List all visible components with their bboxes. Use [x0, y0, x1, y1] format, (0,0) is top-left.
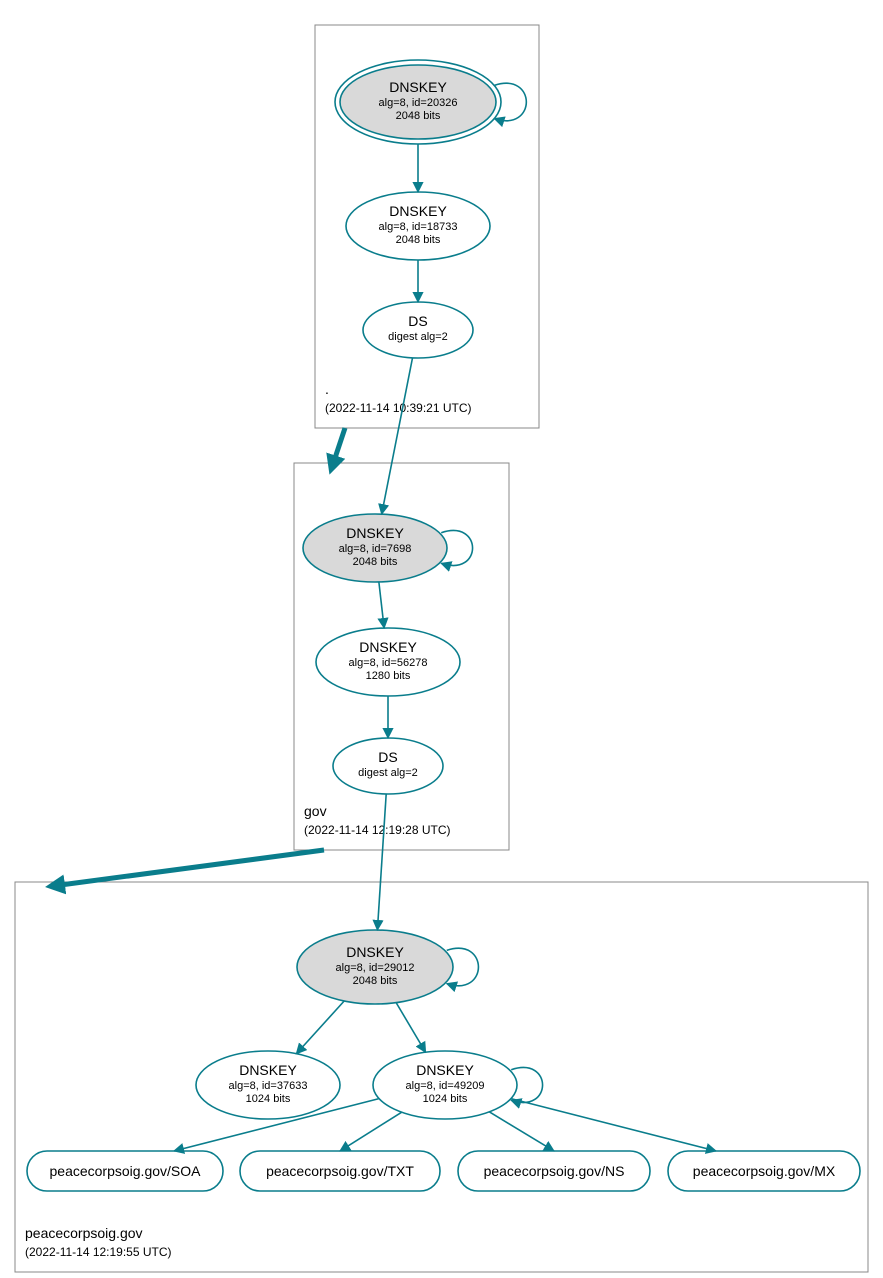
node-detail: alg=8, id=18733: [379, 221, 458, 233]
node-detail: 2048 bits: [396, 110, 441, 122]
n_gov_ksk: DNSKEY alg=8, id=76982048 bits: [303, 514, 447, 582]
edge: [296, 1001, 344, 1054]
edge: [396, 1003, 425, 1053]
zone-timestamp: (2022-11-14 12:19:28 UTC): [304, 823, 451, 837]
node-title: DS: [378, 749, 397, 765]
node-detail: 1024 bits: [246, 1093, 291, 1105]
n_txt: peacecorpsoig.gov/TXT: [240, 1151, 440, 1191]
zone-arrow: [53, 850, 324, 886]
n_root_zsk: DNSKEY alg=8, id=187332048 bits: [346, 192, 490, 260]
node-detail: alg=8, id=37633: [229, 1080, 308, 1092]
node-detail: alg=8, id=29012: [336, 962, 415, 974]
node-title: peacecorpsoig.gov/MX: [693, 1163, 836, 1179]
node-title: DNSKEY: [389, 79, 447, 95]
node-title: DNSKEY: [389, 203, 447, 219]
node-title: peacecorpsoig.gov/NS: [484, 1163, 625, 1179]
node-detail: digest alg=2: [358, 767, 418, 779]
node-detail: alg=8, id=56278: [349, 657, 428, 669]
node-title: DNSKEY: [346, 525, 404, 541]
node-detail: 2048 bits: [396, 234, 441, 246]
self-loop: [494, 83, 526, 120]
edge: [382, 358, 413, 514]
n_root_ksk: DNSKEY alg=8, id=203262048 bits: [335, 60, 501, 144]
zone-arrow: [332, 428, 345, 467]
edge: [377, 794, 386, 930]
n_z_ksk: DNSKEY alg=8, id=290122048 bits: [297, 930, 453, 1004]
node-title: DNSKEY: [359, 639, 417, 655]
n_z_zsk1: DNSKEY alg=8, id=376331024 bits: [196, 1051, 340, 1119]
node-detail: digest alg=2: [388, 331, 448, 343]
zone-timestamp: (2022-11-14 10:39:21 UTC): [325, 401, 472, 415]
node-title: DNSKEY: [346, 944, 404, 960]
node-detail: 2048 bits: [353, 975, 398, 987]
node-detail: 2048 bits: [353, 556, 398, 568]
node-detail: 1280 bits: [366, 670, 411, 682]
n_root_ds: DS digest alg=2: [363, 302, 473, 358]
node-detail: alg=8, id=49209: [406, 1080, 485, 1092]
n_mx: peacecorpsoig.gov/MX: [668, 1151, 860, 1191]
dnssec-diagram: . (2022-11-14 10:39:21 UTC) gov (2022-11-14…: [0, 0, 883, 1278]
node-title: DNSKEY: [416, 1062, 474, 1078]
n_gov_ds: DS digest alg=2: [333, 738, 443, 794]
node-title: peacecorpsoig.gov/TXT: [266, 1163, 414, 1179]
n_soa: peacecorpsoig.gov/SOA: [27, 1151, 223, 1191]
edge: [379, 582, 384, 628]
zone-label: gov: [304, 803, 327, 819]
zone-timestamp: (2022-11-14 12:19:55 UTC): [25, 1245, 172, 1259]
zone-label: .: [325, 381, 329, 397]
edge: [340, 1112, 402, 1151]
node-title: DNSKEY: [239, 1062, 297, 1078]
node-title: peacecorpsoig.gov/SOA: [50, 1163, 202, 1179]
edge: [489, 1112, 554, 1151]
n_ns: peacecorpsoig.gov/NS: [458, 1151, 650, 1191]
node-title: DS: [408, 313, 427, 329]
n_gov_zsk: DNSKEY alg=8, id=562781280 bits: [316, 628, 460, 696]
n_z_zsk2: DNSKEY alg=8, id=492091024 bits: [373, 1051, 517, 1119]
zone-label: peacecorpsoig.gov: [25, 1225, 143, 1241]
node-detail: alg=8, id=7698: [339, 543, 412, 555]
node-detail: alg=8, id=20326: [379, 97, 458, 109]
node-detail: 1024 bits: [423, 1093, 468, 1105]
